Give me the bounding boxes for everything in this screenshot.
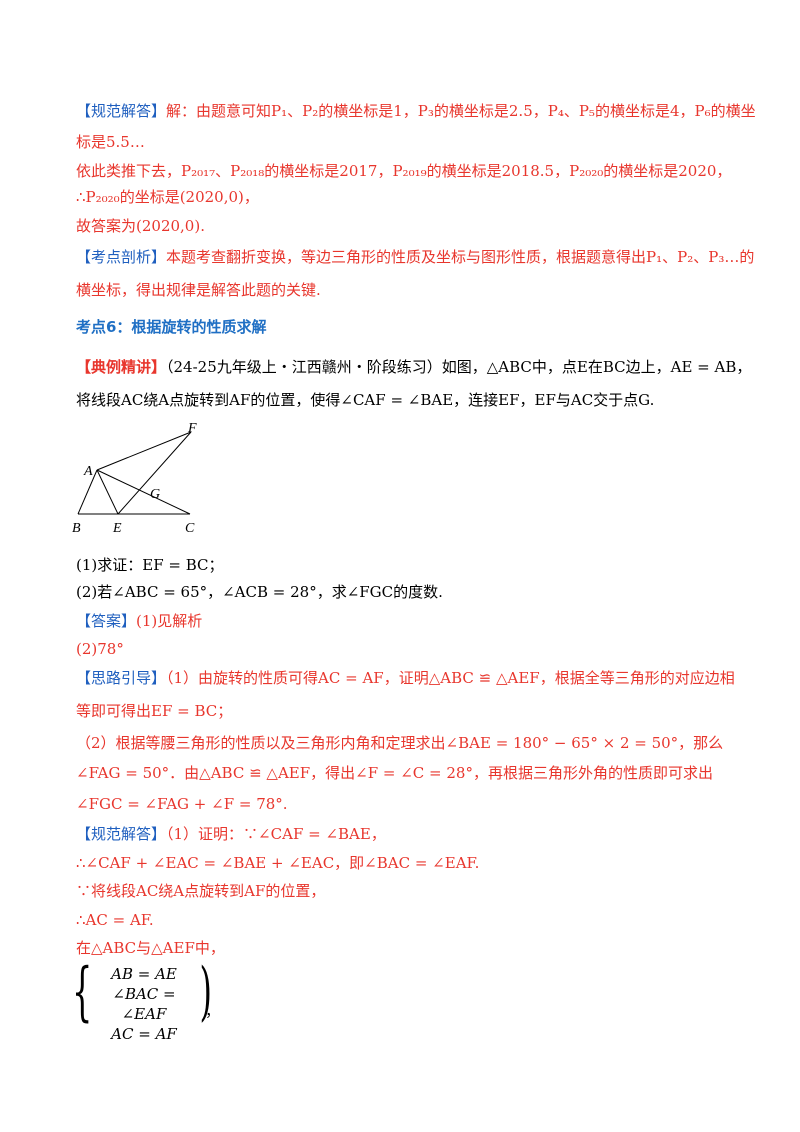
solution-line-1: 【规范解答】解：由题意可知P₁、P₂的横坐标是1，P₃的横坐标是2.5，P₄、P… (76, 100, 756, 122)
proof-line-1: 【规范解答】（1）证明：∵∠CAF = ∠BAE， (76, 823, 386, 845)
example-line-1: 【典例精讲】（24-25九年级上・江西赣州・阶段练习）如图，△ABC中，点E在B… (76, 356, 751, 378)
label-F: F (187, 421, 197, 436)
solution-line-5: 故答案为(2020,0). (76, 217, 205, 235)
system-comma: ， (204, 1002, 220, 1020)
tag-analysis: 【考点剖析】 (76, 248, 167, 266)
solution-line-3: 依此类推下去，P₂₀₁₇、P₂₀₁₈的横坐标是2017，P₂₀₁₉的横坐标是20… (76, 162, 732, 180)
solution-line-4: ∴P₂₀₂₀的坐标是(2020,0)， (76, 188, 259, 206)
solution-text: 解：由题意可知P₁、P₂的横坐标是1，P₃的横坐标是2.5，P₄、P₅的横坐标是… (166, 102, 756, 120)
proof-line-2: ∴∠CAF + ∠EAC = ∠BAE + ∠EAC，即∠BAC = ∠EAF. (76, 854, 480, 872)
label-A: A (83, 464, 93, 479)
analysis-text: 本题考查翻折变换，等边三角形的性质及坐标与图形性质，根据题意得出P₁、P₂、P₃… (166, 248, 755, 266)
tag-example: 【典例精讲】 (76, 358, 167, 376)
left-brace: { (72, 955, 93, 1029)
hint-text: （1）由旋转的性质可得AC = AF，证明△ABC ≌ △AEF，根据全等三角形… (166, 669, 735, 687)
tag-proof: 【规范解答】 (76, 825, 167, 843)
analysis-line-1: 【考点剖析】本题考查翻折变换，等边三角形的性质及坐标与图形性质，根据题意得出P₁… (76, 246, 754, 268)
example-line-2: 将线段AC绕A点旋转到AF的位置，使得∠CAF = ∠BAE，连接EF，EF与A… (76, 391, 655, 409)
answer-line-2: (2)78° (76, 640, 124, 658)
right-paren: ) (199, 955, 212, 1029)
equation-row-2: ∠BAC = ∠EAF (112, 985, 176, 1023)
question-1: (1)求证：EF = BC； (76, 556, 224, 574)
hint-line-1: 【思路引导】（1）由旋转的性质可得AC = AF，证明△ABC ≌ △AEF，根… (76, 667, 735, 689)
proof-line-3: ∵将线段AC绕A点旋转到AF的位置， (76, 882, 326, 900)
proof-line-5: 在△ABC与△AEF中， (76, 939, 225, 957)
tag-answer: 【答案】 (76, 612, 137, 630)
proof-line-4: ∴AC = AF. (76, 911, 154, 929)
proof-text-1: （1）证明：∵∠CAF = ∠BAE， (166, 825, 386, 843)
question-2: (2)若∠ABC = 65°，∠ACB = 28°，求∠FGC的度数. (76, 583, 443, 601)
hint-line-2: 等即可得出EF = BC； (76, 702, 233, 720)
hint-line-5: ∠FGC = ∠FAG + ∠F = 78°. (76, 795, 288, 813)
label-C: C (185, 521, 195, 536)
analysis-line-2: 横坐标，得出规律是解答此题的关键. (76, 281, 321, 299)
equation-row-1: AB = AE (111, 965, 177, 983)
label-E: E (112, 521, 122, 536)
equation-rows: AB = AE ∠BAC = ∠EAF AC = AF (90, 964, 198, 1044)
label-G: G (150, 487, 160, 502)
hint-line-4: ∠FAG = 50°．由△ABC ≌ △AEF，得出∠F = ∠C = 28°，… (76, 764, 713, 782)
tag-hint: 【思路引导】 (76, 669, 167, 687)
example-text: （24-25九年级上・江西赣州・阶段练习）如图，△ABC中，点E在BC边上，AE… (166, 358, 752, 376)
equation-row-3: AC = AF (111, 1025, 177, 1043)
answer-line-1: 【答案】(1)见解析 (76, 610, 202, 632)
geometry-figure: F A G B E C (72, 421, 197, 536)
equation-system: { AB = AE ∠BAC = ∠EAF AC = AF ) ， (72, 955, 220, 1043)
solution-line-2: 标是5.5… (76, 133, 145, 151)
section-heading: 考点6：根据旋转的性质求解 (76, 318, 267, 336)
label-B: B (72, 521, 81, 536)
tag-standard-answer: 【规范解答】 (76, 102, 167, 120)
answer-text-1: (1)见解析 (136, 612, 203, 630)
hint-line-3: （2）根据等腰三角形的性质以及三角形内角和定理求出∠BAE = 180° − 6… (76, 734, 724, 752)
